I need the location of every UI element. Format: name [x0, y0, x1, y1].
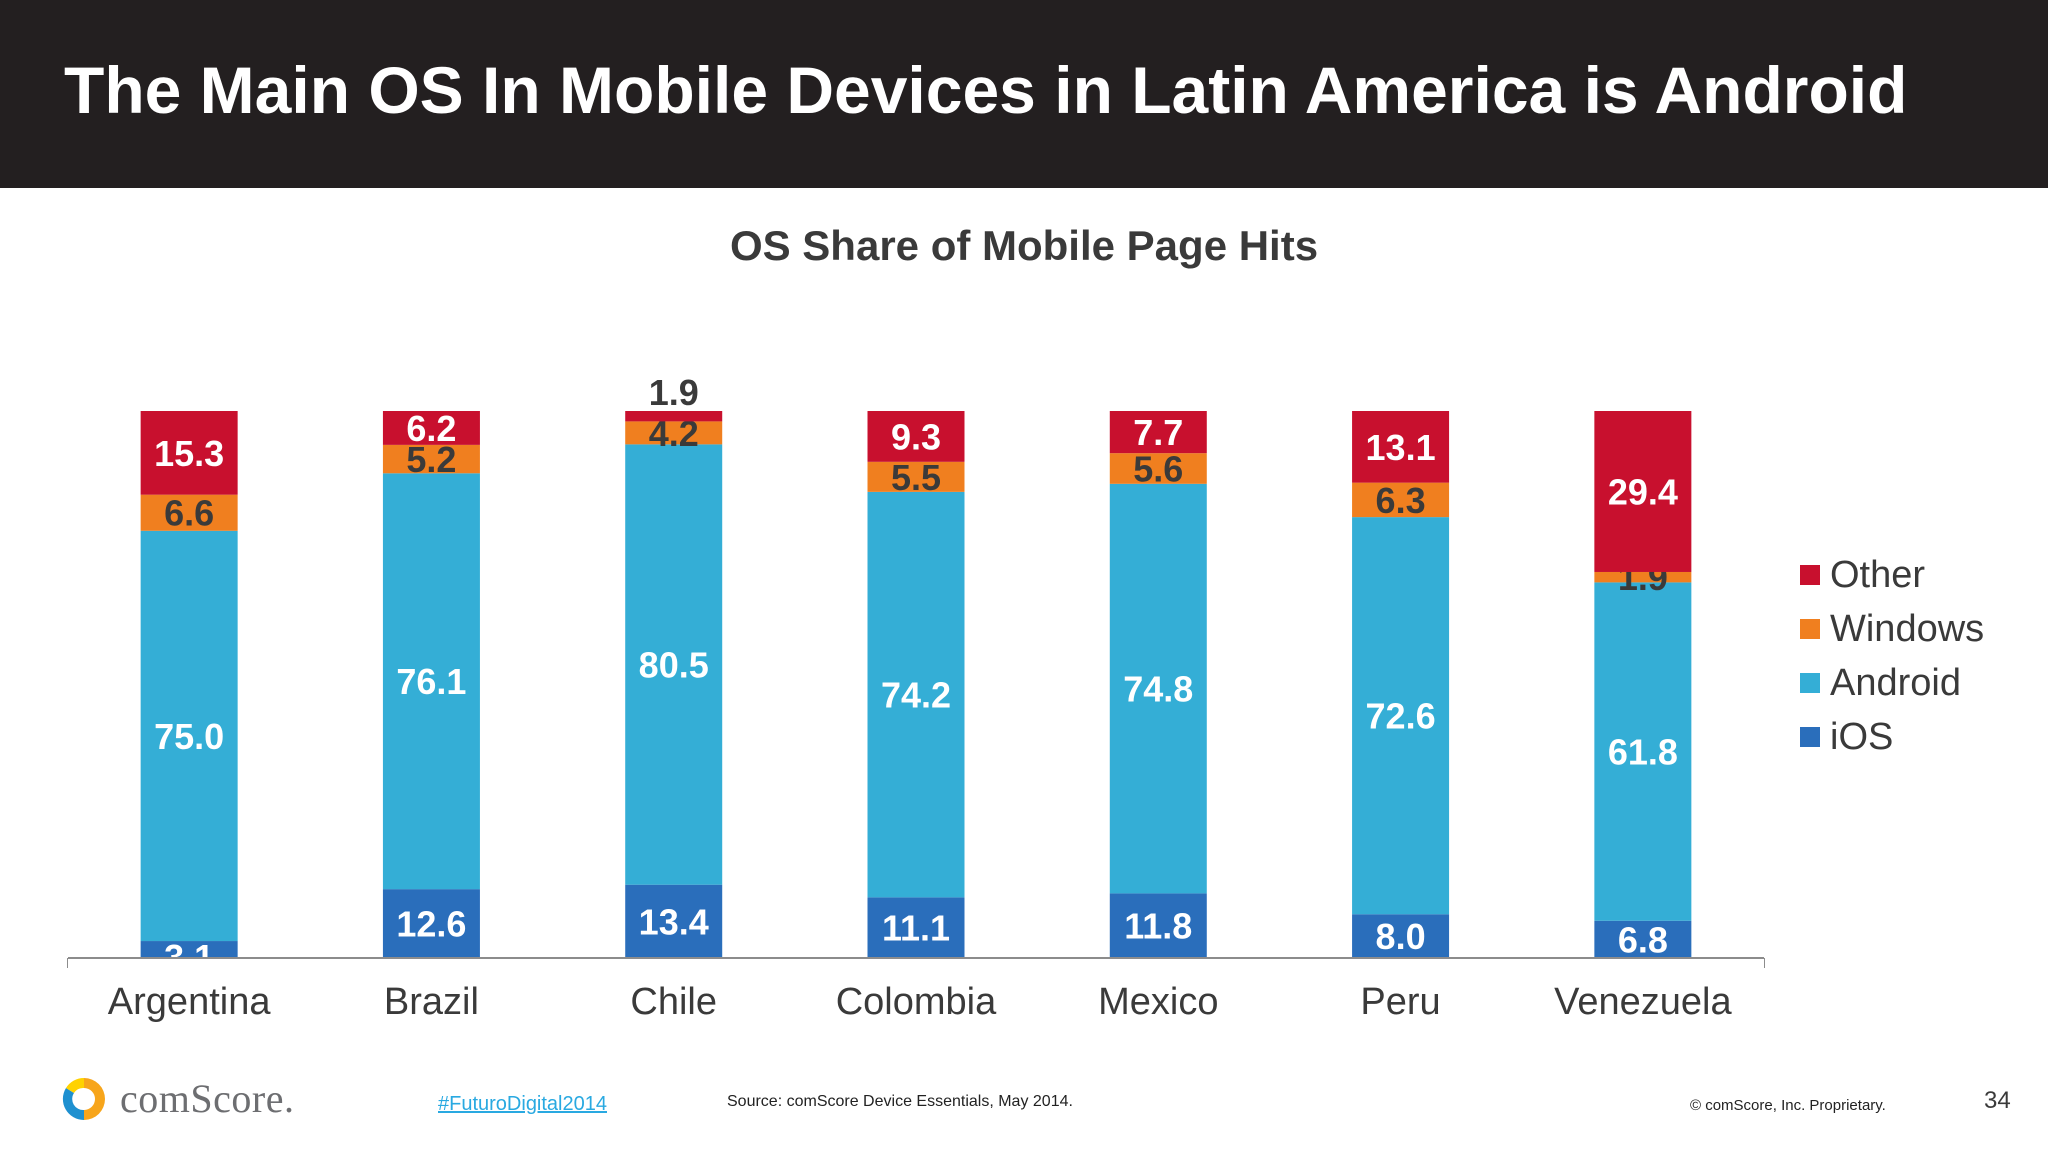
bar-segment-other-argentina: [140, 411, 238, 495]
bar-segment-other-colombia: [867, 411, 965, 462]
data-label-windows-brazil: 5.2: [406, 439, 456, 480]
x-tick-label-venezuela: Venezuela: [1554, 981, 1732, 1023]
legend-item-ios: iOS: [1800, 710, 1984, 764]
data-label-other-argentina: 15.3: [154, 433, 224, 474]
bar-segment-windows-argentina: [140, 494, 238, 531]
bar-segment-android-mexico: [1109, 483, 1207, 894]
bar-segment-other-brazil: [382, 411, 480, 445]
bar-segment-ios-argentina: [140, 941, 238, 958]
data-label-ios-mexico: 11.8: [1124, 906, 1192, 947]
chart-title: OS Share of Mobile Page Hits: [729, 222, 1319, 269]
legend-label-other: Other: [1830, 553, 1926, 596]
legend-item-other: Other: [1800, 548, 1984, 602]
bar-segment-ios-venezuela: [1594, 920, 1692, 958]
legend-swatch-windows: [1800, 619, 1820, 639]
title-bar: The Main OS In Mobile Devices in Latin A…: [0, 0, 2048, 188]
source-note: Source: comScore Device Essentials, May …: [727, 1093, 1073, 1110]
bar-segment-android-peru: [1352, 517, 1450, 915]
slide-title: The Main OS In Mobile Devices in Latin A…: [64, 53, 1908, 127]
copyright-note: © comScore, Inc. Proprietary.: [1690, 1097, 1886, 1114]
data-label-other-peru: 13.1: [1366, 427, 1436, 468]
bar-segment-ios-brazil: [382, 889, 480, 958]
data-label-ios-chile: 13.4: [639, 901, 709, 942]
page-number: 34: [1984, 1087, 2011, 1114]
legend-label-android: Android: [1830, 661, 1961, 704]
bar-segment-other-mexico: [1109, 411, 1207, 454]
bar-segment-windows-colombia: [867, 461, 965, 492]
data-label-windows-mexico: 5.6: [1133, 448, 1183, 489]
comscore-logo-icon: [62, 1077, 105, 1120]
bar-segment-android-chile: [625, 444, 723, 885]
legend-label-windows: Windows: [1830, 607, 1985, 650]
data-label-android-mexico: 74.8: [1123, 669, 1193, 710]
bar-segment-windows-chile: [625, 421, 723, 445]
bar-segment-windows-peru: [1352, 482, 1450, 518]
bar-segment-android-brazil: [382, 473, 480, 890]
bar-segment-windows-mexico: [1109, 453, 1207, 484]
data-label-other-chile: 1.9: [649, 372, 699, 413]
data-label-other-colombia: 9.3: [891, 416, 941, 457]
bar-segment-windows-brazil: [382, 444, 480, 474]
legend-label-ios: iOS: [1830, 715, 1894, 758]
legend-item-android: Android: [1800, 656, 1984, 710]
data-label-android-chile: 80.5: [639, 645, 709, 686]
legend-swatch-other: [1800, 565, 1820, 585]
chart-legend: Other Windows Android iOS: [1800, 548, 1984, 764]
bar-segment-android-venezuela: [1594, 582, 1692, 921]
bar-segment-ios-chile: [625, 884, 723, 958]
x-tick-label-colombia: Colombia: [836, 981, 997, 1023]
bar-segment-other-peru: [1352, 411, 1450, 483]
x-tick-label-peru: Peru: [1360, 981, 1440, 1023]
data-label-windows-colombia: 5.5: [891, 457, 941, 498]
bar-segment-other-chile: [625, 411, 723, 422]
bar-segment-ios-peru: [1352, 914, 1450, 958]
bar-segment-ios-colombia: [867, 897, 965, 958]
data-label-android-venezuela: 61.8: [1608, 732, 1678, 773]
bar-segment-android-colombia: [867, 491, 965, 898]
x-tick-label-brazil: Brazil: [384, 981, 479, 1023]
hashtag-link[interactable]: #FuturoDigital2014: [438, 1093, 607, 1115]
data-label-windows-argentina: 6.6: [164, 493, 214, 534]
legend-item-windows: Windows: [1800, 602, 1984, 656]
x-tick-label-argentina: Argentina: [108, 981, 272, 1023]
data-label-android-argentina: 75.0: [154, 716, 224, 757]
data-label-ios-venezuela: 6.8: [1618, 919, 1668, 960]
data-label-ios-colombia: 11.1: [882, 908, 950, 949]
data-label-android-brazil: 76.1: [396, 661, 466, 702]
legend-swatch-ios: [1800, 727, 1820, 747]
data-label-other-venezuela: 29.4: [1608, 471, 1678, 512]
data-label-android-colombia: 74.2: [881, 675, 951, 716]
stacked-bar-chart: 3.175.06.615.3Argentina12.676.15.26.2Bra…: [67, 372, 1765, 1023]
data-label-ios-brazil: 12.6: [396, 904, 466, 945]
baseline-mask: [68, 959, 1764, 968]
x-tick-label-chile: Chile: [630, 981, 717, 1023]
comscore-logo: comScore.: [62, 1075, 294, 1122]
bar-segment-ios-mexico: [1109, 893, 1207, 958]
data-label-ios-peru: 8.0: [1376, 916, 1426, 957]
data-label-windows-peru: 6.3: [1376, 480, 1426, 521]
bar-segment-windows-venezuela: [1594, 571, 1692, 583]
data-label-android-peru: 72.6: [1366, 696, 1436, 737]
legend-swatch-android: [1800, 673, 1820, 693]
logo-text: comScore.: [120, 1076, 295, 1121]
x-tick-label-mexico: Mexico: [1098, 981, 1218, 1023]
bar-segment-other-venezuela: [1594, 411, 1692, 572]
data-label-other-brazil: 6.2: [406, 408, 456, 449]
bar-segment-android-argentina: [140, 530, 238, 942]
data-label-other-mexico: 7.7: [1133, 412, 1183, 453]
